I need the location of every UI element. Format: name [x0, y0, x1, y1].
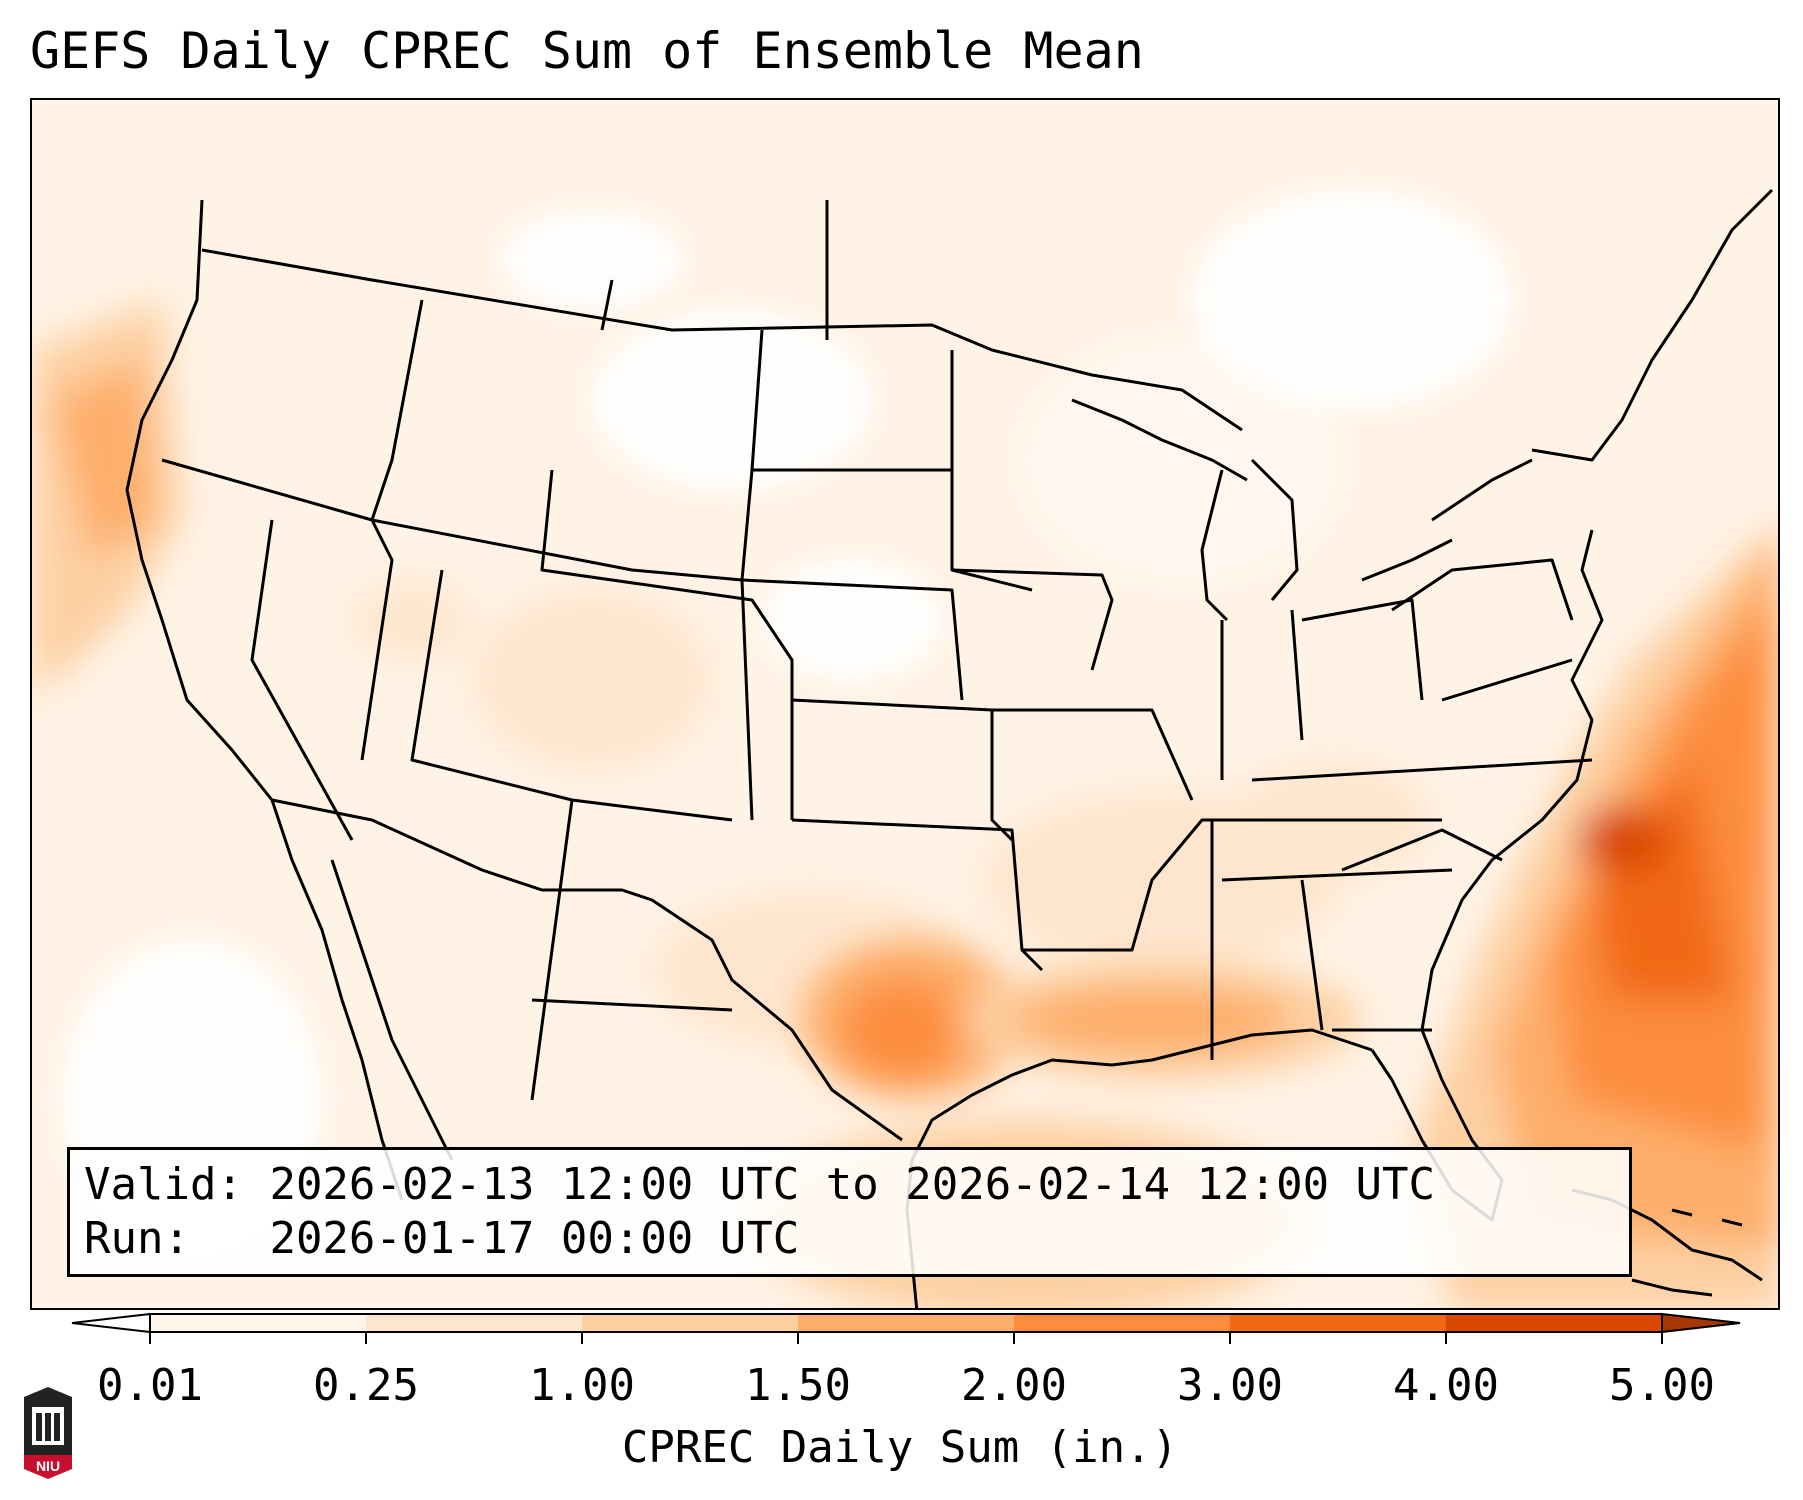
- colorbar-label: CPREC Daily Sum (in.): [621, 1422, 1179, 1473]
- colorbar-segment: [1014, 1314, 1231, 1332]
- colorbar-under-extension: [71, 1312, 151, 1334]
- colorbar-segment: [1446, 1314, 1663, 1332]
- colorbar-tick-label: 5.00: [1609, 1360, 1715, 1411]
- colorbar-tick-label: 1.50: [745, 1360, 851, 1411]
- colorbar-segment: [150, 1314, 367, 1332]
- colorbar-tick-label: 2.00: [961, 1360, 1067, 1411]
- map-canvas: [32, 100, 1778, 1308]
- precip-map: [30, 98, 1780, 1310]
- valid-value: 2026-02-13 12:00 UTC to 2026-02-14 12:00…: [269, 1159, 1436, 1210]
- colorbar-tick-label: 1.00: [529, 1360, 635, 1411]
- colorbar-segment: [1230, 1314, 1447, 1332]
- map-title: GEFS Daily CPREC Sum of Ensemble Mean: [30, 22, 1144, 80]
- precip-shading: [32, 100, 1778, 1308]
- colorbar-over-extension: [1661, 1312, 1741, 1334]
- valid-run-info-box: Valid: 2026-02-13 12:00 UTC to 2026-02-1…: [67, 1147, 1632, 1277]
- colorbar-tick-label: 0.01: [97, 1360, 203, 1411]
- colorbar: [71, 1312, 1741, 1344]
- colorbar-outline: [149, 1313, 1663, 1333]
- colorbar-segment: [366, 1314, 583, 1332]
- run-label: Run:: [84, 1213, 190, 1264]
- valid-label: Valid:: [84, 1159, 243, 1210]
- niu-logo-icon: NIU: [20, 1385, 76, 1480]
- logo-text: NIU: [36, 1458, 60, 1474]
- colorbar-tick-label: 4.00: [1393, 1360, 1499, 1411]
- map-boundaries: [125, 188, 1774, 1308]
- colorbar-tick-label: 0.25: [313, 1360, 419, 1411]
- colorbar-tick-label: 3.00: [1177, 1360, 1283, 1411]
- run-value: 2026-01-17 00:00 UTC: [269, 1213, 800, 1264]
- colorbar-segment: [582, 1314, 799, 1332]
- colorbar-segment: [798, 1314, 1015, 1332]
